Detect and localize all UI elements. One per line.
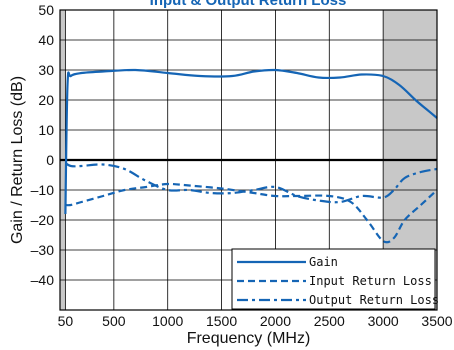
series-lines [64,68,438,244]
y-tick-label: –20 [31,212,55,228]
x-tick-label: 3000 [368,313,399,329]
x-tick-label: 2500 [314,313,345,329]
legend-label-0: Gain [309,255,338,269]
series-line-0 [64,68,438,215]
y-tick-label: 20 [38,92,54,108]
x-axis-title: Frequency (MHz) [187,330,311,347]
y-axis-title: Gain / Return Loss (dB) [9,76,26,244]
x-tick-label: 3500 [421,313,452,329]
y-tick-label: –40 [31,272,55,288]
x-tick-label: 50 [58,313,74,329]
y-tick-label: 40 [38,32,54,48]
tick-labels: 50 500 1000 1500 2000 2500 3000 3500–40–30–20–1… [31,2,453,329]
x-tick-label: 2000 [260,313,291,329]
x-tick-label: 1000 [152,313,183,329]
chart-title: Input & Output Return Loss [150,0,347,9]
series-line-2 [64,162,438,204]
series-line-1 [65,182,438,244]
y-tick-label: 50 [38,2,54,18]
y-tick-label: –30 [31,242,55,258]
legend-label-1: Input Return Loss [309,274,432,288]
legend-items: Gain Input Return Loss Output Return Loss [237,255,439,307]
y-tick-label: 30 [38,62,54,78]
y-tick-label: 10 [38,122,54,138]
y-tick-label: 0 [46,152,54,168]
legend-label-2: Output Return Loss [309,293,439,307]
y-tick-label: –10 [31,182,55,198]
x-tick-label: 500 [102,313,126,329]
x-tick-label: 1500 [206,313,237,329]
plot-frame [59,9,438,311]
legend: Gain Input Return Loss Output Return Loss [231,248,439,310]
